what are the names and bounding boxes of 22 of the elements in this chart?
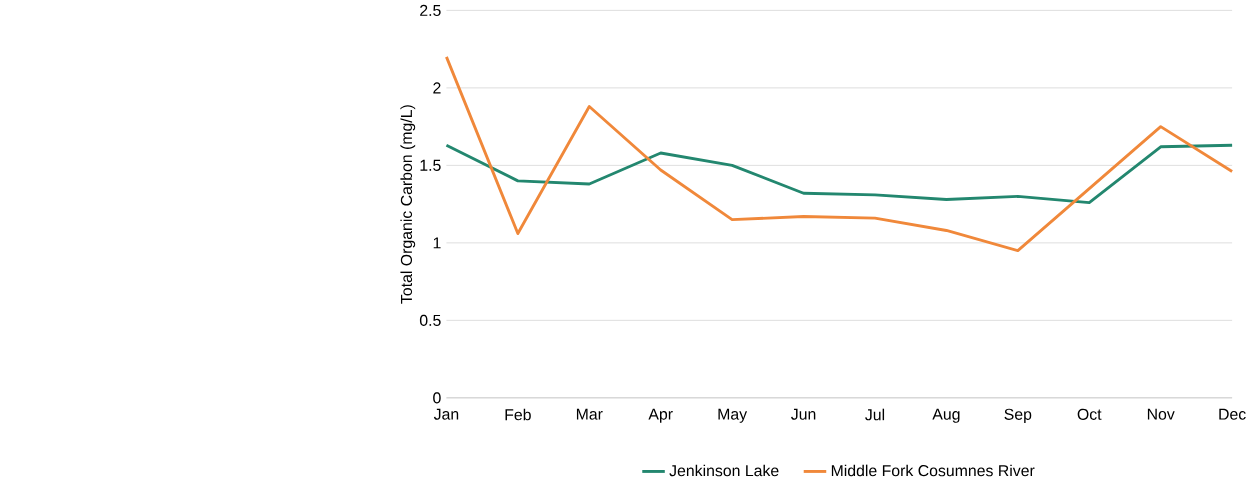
y-tick-label: 0.5	[419, 314, 441, 326]
x-tick-label: Jun	[791, 408, 816, 420]
y-axis-title: Total Organic Carbon (mg/L)	[400, 105, 416, 304]
x-tick-label: May	[718, 408, 748, 423]
y-tick-label: 1.5	[420, 159, 441, 171]
x-tick-label: Feb	[505, 408, 531, 421]
y-tick-label: 1	[433, 237, 441, 249]
y-tick-label: 2	[433, 82, 441, 94]
x-tick-label: Jul	[865, 408, 885, 421]
x-tick-label: Dec	[1219, 408, 1246, 420]
x-tick-label: Mar	[576, 408, 603, 420]
legend-label: Middle Fork Cosumnes River	[831, 464, 1035, 477]
x-tick-label: Aug	[932, 408, 960, 423]
x-tick-label: Apr	[648, 408, 673, 423]
x-tick-label: Nov	[1147, 408, 1175, 420]
x-tick-label: Sep	[1004, 408, 1032, 424]
legend-label: Jenkinson Lake	[669, 464, 779, 477]
y-tick-label: 2.5	[420, 4, 441, 16]
line-series	[444, 143, 1234, 204]
x-tick-label: Jan	[433, 408, 459, 420]
y-tick-label: 0	[433, 392, 441, 404]
x-tick-label: Oct	[1077, 408, 1102, 420]
